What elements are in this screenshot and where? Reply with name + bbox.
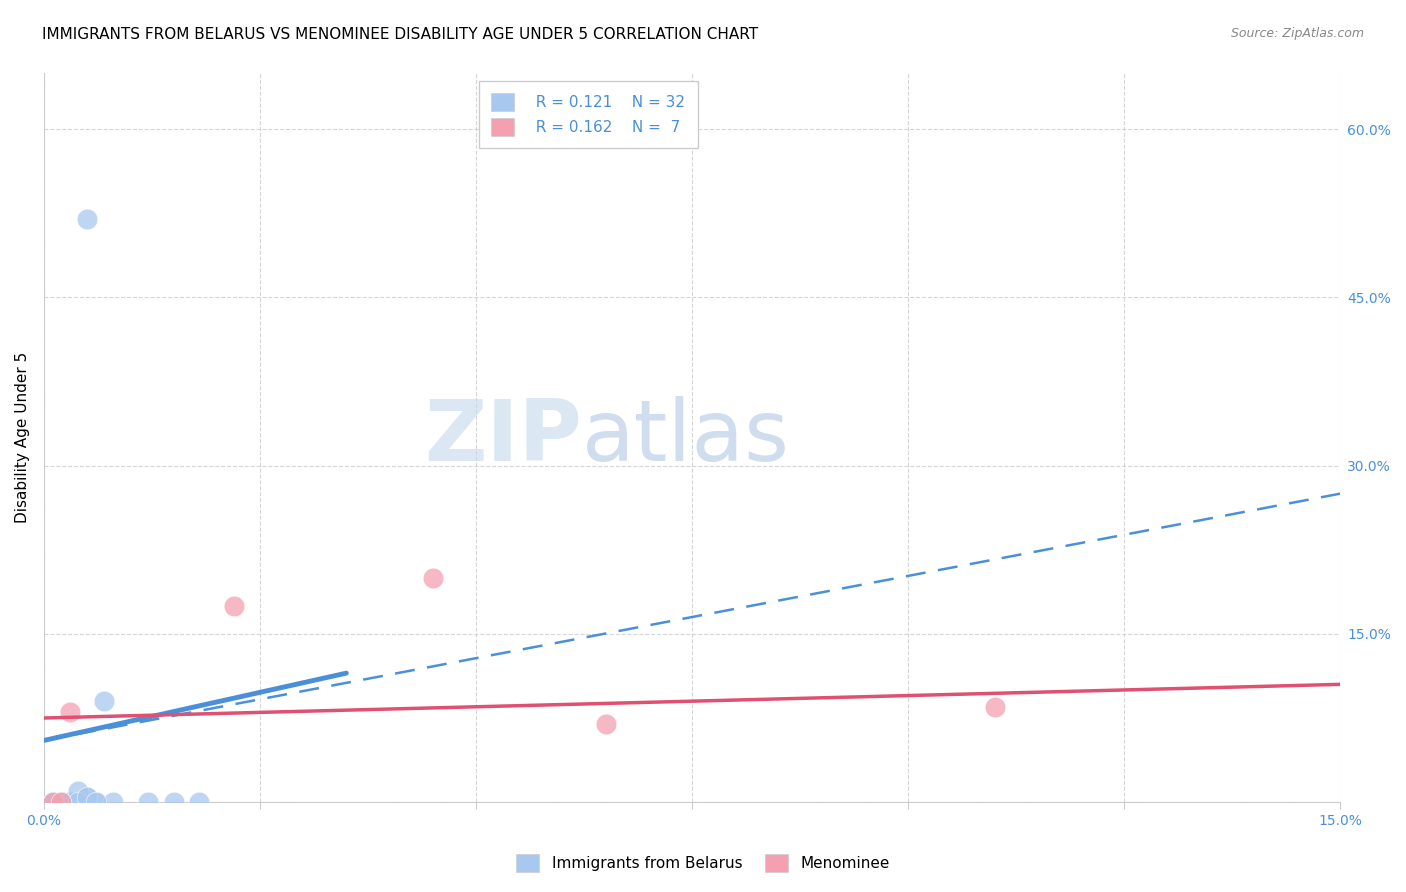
Point — [67, 795, 90, 809]
Text: ZIP: ZIP — [425, 396, 582, 479]
Point — [59, 795, 82, 809]
Point — [41, 795, 63, 809]
Point — [59, 795, 82, 809]
Point — [188, 795, 211, 809]
Text: IMMIGRANTS FROM BELARUS VS MENOMINEE DISABILITY AGE UNDER 5 CORRELATION CHART: IMMIGRANTS FROM BELARUS VS MENOMINEE DIS… — [42, 27, 758, 42]
Point — [41, 795, 63, 809]
Point — [51, 795, 73, 809]
Point — [84, 795, 107, 809]
Point — [51, 795, 73, 809]
Point — [67, 795, 90, 809]
Point — [51, 795, 73, 809]
Point — [76, 789, 98, 804]
Point — [41, 795, 63, 809]
Legend:   R = 0.121    N = 32,   R = 0.162    N =  7: R = 0.121 N = 32, R = 0.162 N = 7 — [479, 80, 697, 148]
Point — [51, 795, 73, 809]
Point — [422, 571, 444, 585]
Point — [51, 795, 73, 809]
Y-axis label: Disability Age Under 5: Disability Age Under 5 — [15, 352, 30, 524]
Point — [59, 795, 82, 809]
Point — [76, 211, 98, 226]
Point — [41, 795, 63, 809]
Text: atlas: atlas — [582, 396, 790, 479]
Point — [67, 795, 90, 809]
Point — [59, 706, 82, 720]
Point — [84, 795, 107, 809]
Point — [76, 795, 98, 809]
Point — [59, 795, 82, 809]
Point — [76, 789, 98, 804]
Point — [67, 795, 90, 809]
Point — [93, 694, 115, 708]
Text: Source: ZipAtlas.com: Source: ZipAtlas.com — [1230, 27, 1364, 40]
Legend: Immigrants from Belarus, Menominee: Immigrants from Belarus, Menominee — [509, 846, 897, 880]
Point — [51, 795, 73, 809]
Point — [67, 784, 90, 798]
Point — [595, 716, 617, 731]
Point — [136, 795, 159, 809]
Point — [41, 795, 63, 809]
Point — [41, 795, 63, 809]
Point — [101, 795, 124, 809]
Point — [41, 795, 63, 809]
Point — [983, 699, 1005, 714]
Point — [222, 599, 245, 613]
Point — [59, 795, 82, 809]
Point — [162, 795, 184, 809]
